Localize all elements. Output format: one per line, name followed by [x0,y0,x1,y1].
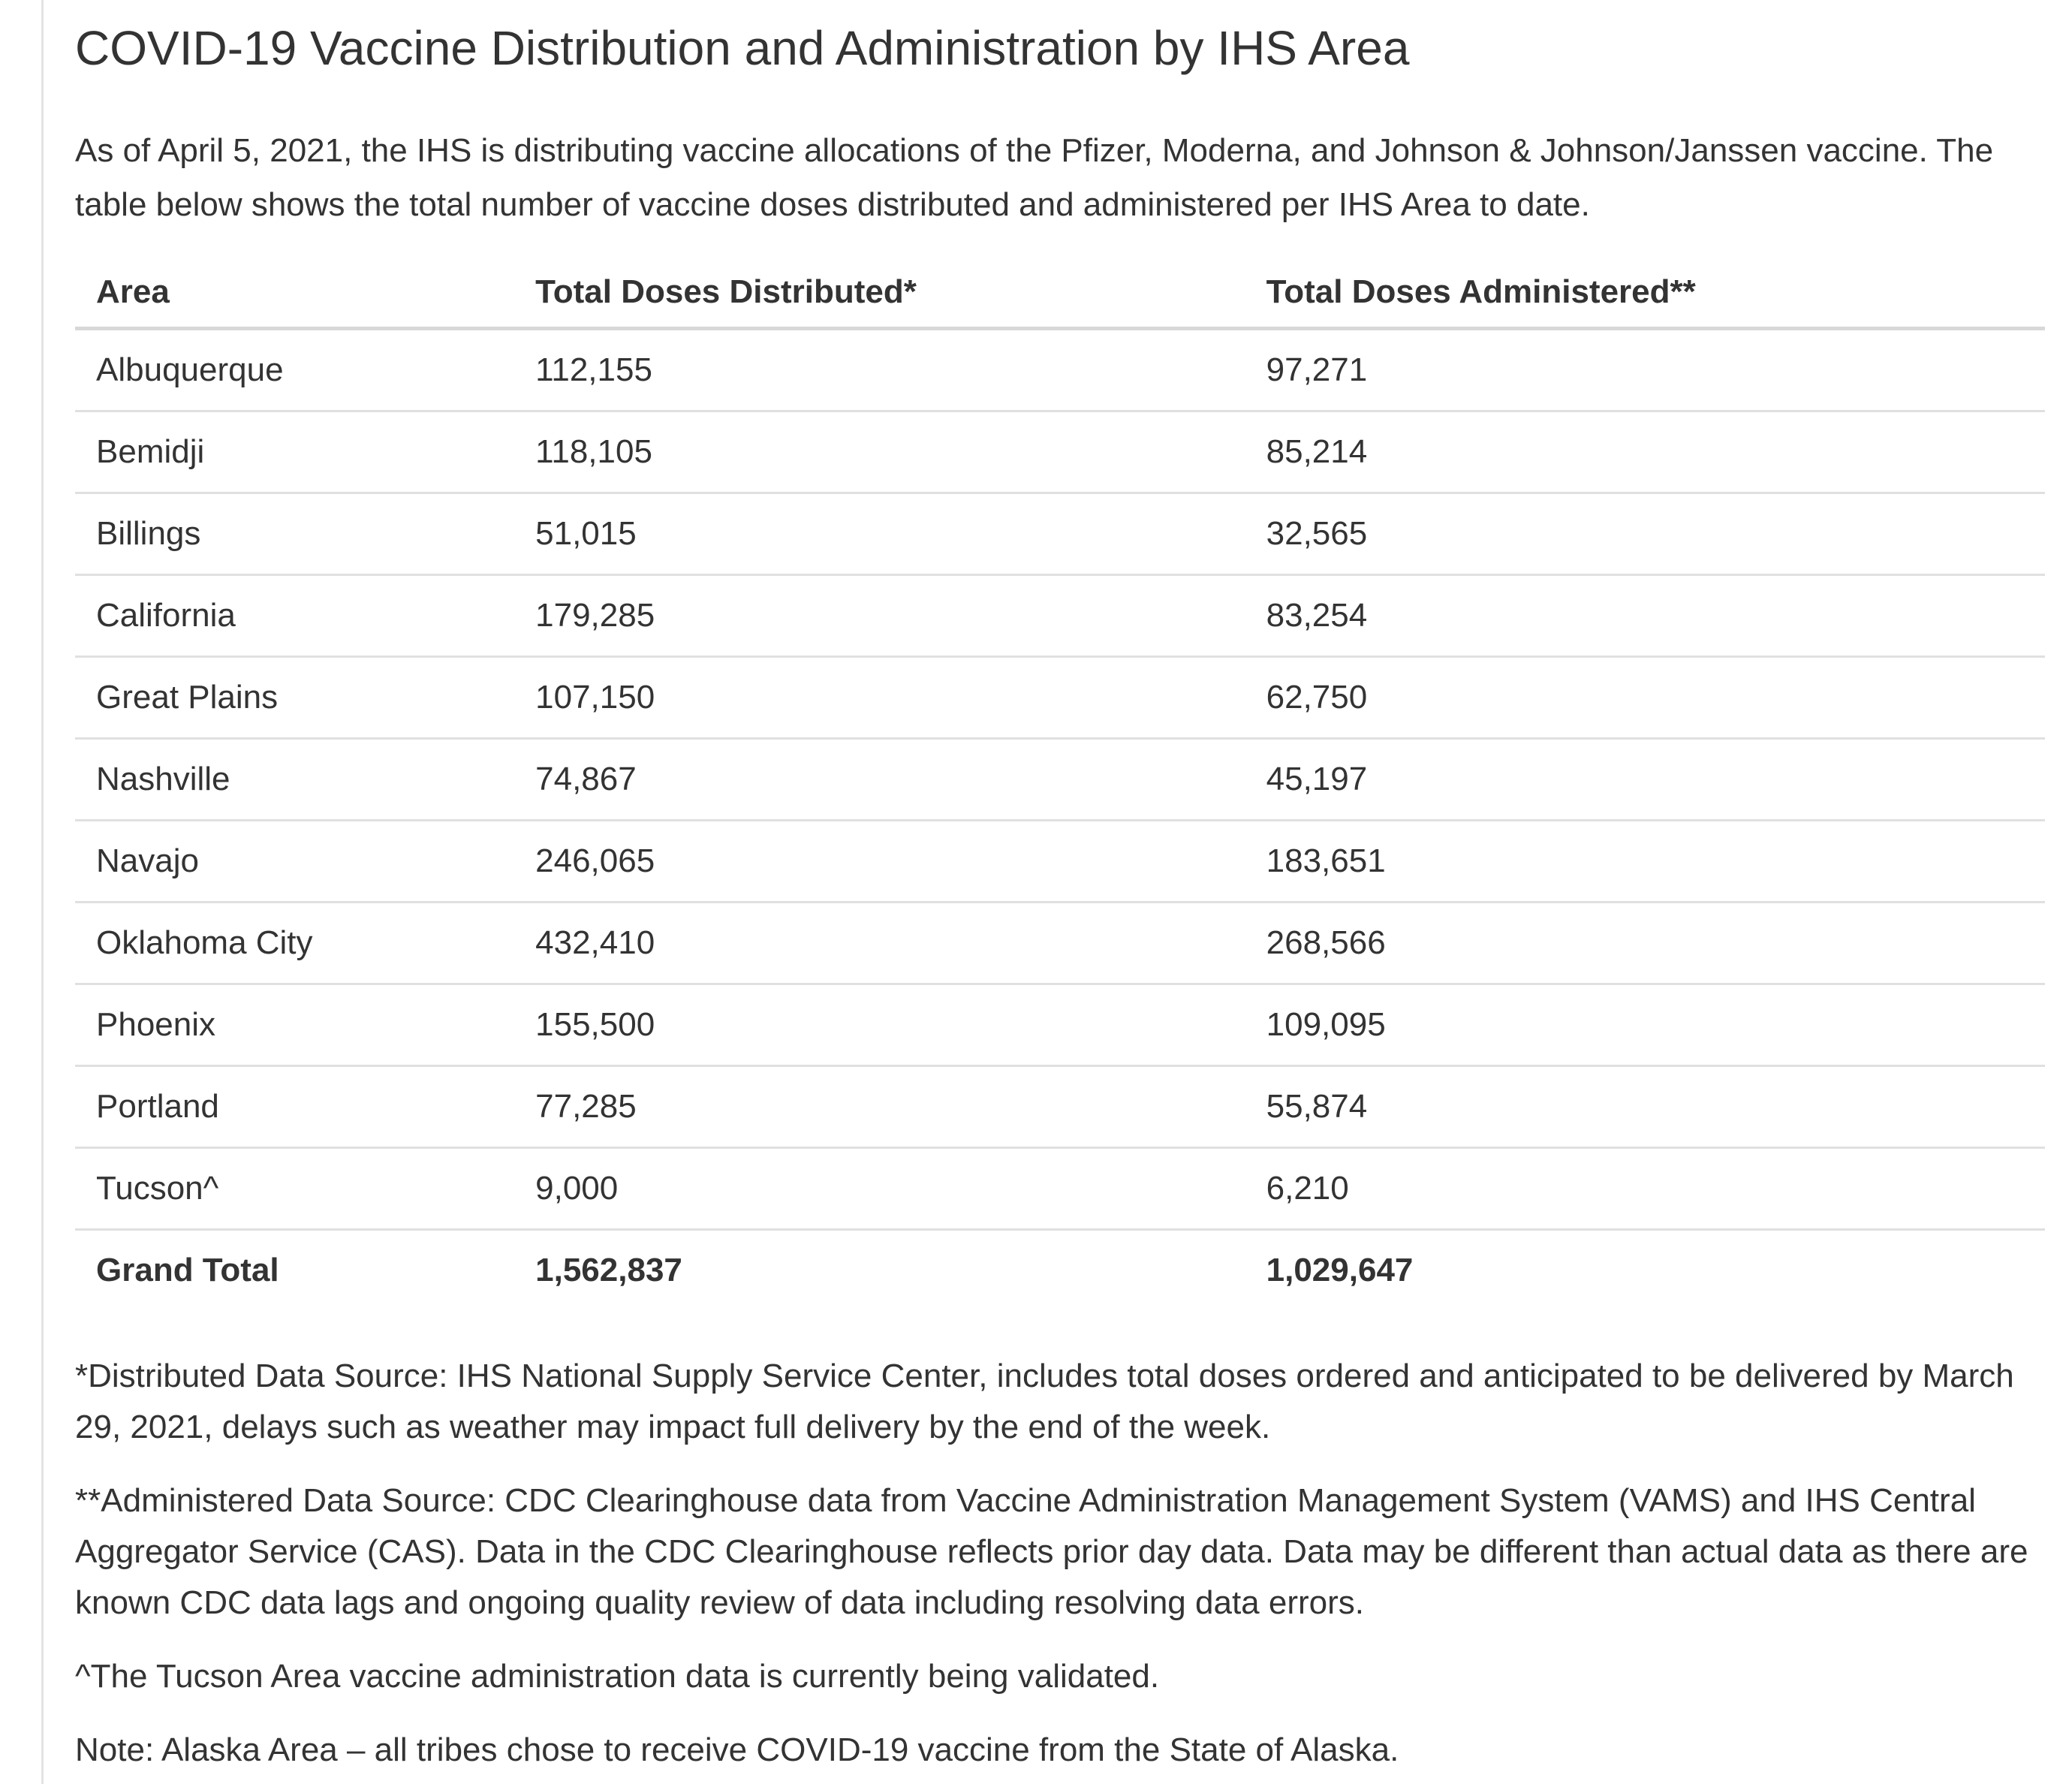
administered-cell: 55,874 [1245,1065,2045,1149]
column-header-area: Area [75,273,515,330]
table-row: Albuquerque 112,155 97,271 [75,328,2045,412]
vaccine-doses-table: Area Total Doses Distributed* Total Dose… [75,273,2045,1310]
area-cell: Navajo [75,820,515,903]
area-cell: California [75,574,515,658]
administered-cell: 268,566 [1245,902,2045,985]
distributed-cell: 432,410 [514,902,1245,985]
table-row: Bemidji 118,105 85,214 [75,411,2045,494]
grand-total-row: Grand Total 1,562,837 1,029,647 [75,1229,2045,1310]
table-row: California 179,285 83,254 [75,574,2045,658]
table-row: Navajo 246,065 183,651 [75,820,2045,903]
grand-total-administered: 1,029,647 [1266,1251,1414,1288]
footnote-distributed-source: *Distributed Data Source: IHS National S… [75,1357,2014,1445]
footnote-tucson: ^The Tucson Area vaccine administration … [75,1657,1160,1695]
administered-cell: 62,750 [1245,656,2045,740]
area-cell: Phoenix [75,984,515,1067]
administered-cell: 6,210 [1245,1147,2045,1231]
administered-cell: 45,197 [1245,738,2045,821]
distributed-cell: 51,015 [514,493,1245,576]
intro-paragraph: As of April 5, 2021, the IHS is distribu… [75,131,1994,223]
area-cell: Tucson^ [75,1147,515,1231]
area-cell: Nashville [75,738,515,821]
table-header-row: Area Total Doses Distributed* Total Dose… [75,273,2045,330]
area-cell: Portland [75,1065,515,1149]
administered-cell: 32,565 [1245,493,2045,576]
grand-total-distributed: 1,562,837 [535,1251,682,1288]
distributed-cell: 107,150 [514,656,1245,740]
distributed-cell: 118,105 [514,411,1245,494]
distributed-cell: 179,285 [514,574,1245,658]
distributed-cell: 112,155 [514,328,1245,412]
distributed-cell: 246,065 [514,820,1245,903]
administered-cell: 97,271 [1245,328,2045,412]
table-row: Phoenix 155,500 109,095 [75,984,2045,1067]
page-title: COVID-19 Vaccine Distribution and Admini… [75,21,1410,75]
table-row: Oklahoma City 432,410 268,566 [75,902,2045,985]
administered-cell: 109,095 [1245,984,2045,1067]
distributed-cell: 74,867 [514,738,1245,821]
administered-cell: 83,254 [1245,574,2045,658]
table-row: Nashville 74,867 45,197 [75,738,2045,821]
table-row: Great Plains 107,150 62,750 [75,656,2045,740]
distributed-cell: 77,285 [514,1065,1245,1149]
distributed-cell: 9,000 [514,1147,1245,1231]
administered-cell: 183,651 [1245,820,2045,903]
page-container: COVID-19 Vaccine Distribution and Admini… [41,0,2072,1784]
footnote-administered-source: **Administered Data Source: CDC Clearing… [75,1481,2028,1621]
footnote-alaska-note: Note: Alaska Area – all tribes chose to … [75,1731,1399,1768]
administered-cell: 85,214 [1245,411,2045,494]
area-cell: Oklahoma City [75,902,515,985]
table-row: Portland 77,285 55,874 [75,1065,2045,1149]
distributed-cell: 155,500 [514,984,1245,1067]
table-row: Tucson^ 9,000 6,210 [75,1147,2045,1231]
grand-total-label: Grand Total [96,1251,279,1288]
area-cell: Billings [75,493,515,576]
table-row: Billings 51,015 32,565 [75,493,2045,576]
column-header-distributed: Total Doses Distributed* [514,273,1245,330]
column-header-administered: Total Doses Administered** [1245,273,2045,330]
area-cell: Albuquerque [75,328,515,412]
area-cell: Great Plains [75,656,515,740]
area-cell: Bemidji [75,411,515,494]
